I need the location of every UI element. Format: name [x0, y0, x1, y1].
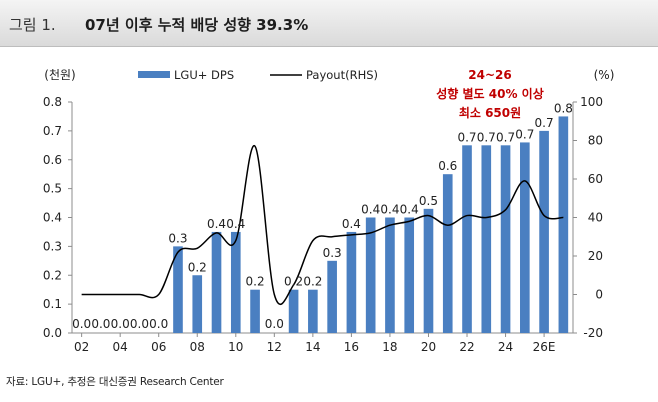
left-axis-unit: (천원) [44, 67, 75, 82]
x-tick-label: 12 [267, 340, 282, 354]
dps-bar [539, 130, 549, 333]
dps-data-label: 0.7 [457, 130, 476, 144]
dps-payout-chart: 0.00.10.20.30.40.50.60.70.8-200204060801… [43, 67, 614, 354]
dps-bar [442, 174, 453, 333]
left-tick-label: 0.8 [43, 95, 62, 109]
figure-number: 그림 1. [9, 16, 56, 34]
x-tick-label: 16 [344, 340, 359, 354]
dps-bar [385, 217, 395, 333]
labels-layer: 0.0 0.0 0.0 0.0 0.00.30.20.4 0.40.20.00.2 0.20… [72, 101, 573, 331]
left-tick-label: 0.0 [43, 326, 62, 340]
figure-title: 07년 이후 누적 배당 성향 39.3% [85, 16, 309, 34]
dps-data-label: 0.2 [188, 260, 207, 274]
dps-data-label: 0.0 [265, 317, 284, 331]
right-tick-label: 60 [588, 172, 603, 186]
dps-bar [173, 246, 183, 333]
payout-line [81, 145, 564, 305]
x-tick-label: 14 [305, 340, 320, 354]
x-tick-label: 08 [190, 340, 205, 354]
figure-header: 그림 1. 07년 이후 누적 배당 성향 39.3% [0, 0, 658, 47]
line-layer [81, 145, 564, 305]
x-tick-label: 22 [459, 340, 474, 354]
x-tick-label: 02 [74, 340, 89, 354]
dps-bar [404, 217, 415, 333]
left-tick-label: 0.2 [43, 268, 62, 282]
source-note: 자료: LGU+, 추정은 대신증권 Research Center [6, 376, 224, 388]
dps-bar [192, 275, 203, 333]
x-tick-label: 06 [151, 340, 166, 354]
legend-bar-swatch [138, 71, 170, 78]
x-tick-label: 24 [498, 340, 513, 354]
left-tick-label: 0.3 [43, 239, 62, 253]
dps-bar [327, 260, 337, 333]
dps-bar [211, 231, 222, 333]
dps-data-label: 0.2 [284, 275, 303, 289]
dps-bar [558, 116, 569, 333]
dps-bar [365, 217, 376, 333]
x-tick-label: 04 [113, 340, 128, 354]
dps-data-label: 0.3 [168, 231, 187, 245]
legend-bar-label: LGU+ DPS [174, 68, 234, 82]
dps-data-label: 0.3 [323, 246, 342, 260]
left-tick-label: 0.4 [43, 211, 62, 225]
right-axis-unit: (%) [594, 68, 615, 82]
dps-data-label: 0.4 [380, 203, 399, 217]
left-tick-label: 0.7 [43, 124, 62, 138]
dps-data-label: 0.7 [477, 130, 496, 144]
left-tick-label: 0.5 [43, 182, 62, 196]
dps-data-label: 0.2 [246, 275, 265, 289]
x-tick-label: 26E [533, 340, 556, 354]
x-tick-label: 20 [421, 340, 436, 354]
dps-data-label: 0.2 [303, 275, 322, 289]
right-tick-label: 40 [588, 211, 603, 225]
right-tick-label: 0 [595, 288, 603, 302]
dps-bar [481, 145, 492, 333]
legend-layer: LGU+ DPS Payout(RHS) [138, 68, 378, 82]
dps-data-label: 0.4 [226, 217, 245, 231]
dps-bar [250, 289, 260, 333]
annotation-line: 24~26 [468, 68, 511, 82]
dps-bar [230, 231, 241, 333]
dps-data-label: 0.6 [438, 159, 457, 173]
dps-bar [520, 142, 530, 333]
dps-bar [346, 231, 357, 333]
axes-layer: 0.00.10.20.30.40.50.60.70.8-200204060801… [43, 67, 614, 354]
dps-data-label: 0.4 [361, 203, 380, 217]
dps-bar [308, 289, 318, 333]
dps-data-label: 0.4 [342, 217, 361, 231]
dps-data-label: 0.4 [207, 217, 226, 231]
annotation-line: 성향 별도 40% 이상 [436, 86, 544, 101]
bars-layer [173, 116, 569, 333]
dps-bar [462, 145, 472, 333]
right-tick-label: -20 [583, 326, 603, 340]
dps-bar [500, 145, 511, 333]
dps-data-label: 0.8 [554, 101, 573, 115]
dps-bar [288, 289, 299, 333]
dps-data-label: 0.0 [111, 317, 130, 331]
dps-data-label: 0.4 [400, 203, 419, 217]
right-tick-label: 80 [588, 134, 603, 148]
left-tick-label: 0.1 [43, 297, 62, 311]
dps-data-label: 0.7 [496, 130, 515, 144]
dps-data-label: 0.7 [535, 116, 554, 130]
right-tick-label: 20 [588, 249, 603, 263]
dps-data-label: 0.0 [130, 317, 149, 331]
dps-data-label: 0.0 [91, 317, 110, 331]
dps-data-label: 0.5 [419, 194, 438, 208]
x-tick-label: 10 [228, 340, 243, 354]
dps-bar [423, 208, 434, 333]
annotation-line: 최소 650원 [459, 105, 521, 120]
legend-line-label: Payout(RHS) [306, 68, 378, 82]
right-tick-label: 100 [580, 95, 603, 109]
left-tick-label: 0.6 [43, 153, 62, 167]
dps-data-label: 0.0 [149, 317, 168, 331]
x-tick-label: 18 [382, 340, 397, 354]
dps-data-label: 0.0 [72, 317, 91, 331]
dps-data-label: 0.7 [515, 127, 534, 141]
